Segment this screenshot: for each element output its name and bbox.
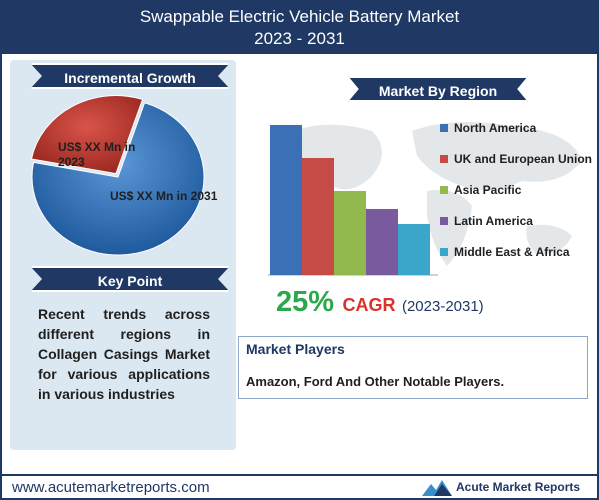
market-players-box	[238, 336, 588, 399]
pie-label-2023: US$ XX Mn in 2023	[58, 140, 136, 169]
legend-swatch	[440, 217, 448, 225]
page-header: Swappable Electric Vehicle Battery Marke…	[2, 2, 597, 54]
cagr-period: (2023-2031)	[401, 298, 484, 315]
legend-item: North America	[440, 116, 599, 140]
website-url[interactable]: www.acutemarketreports.com	[12, 479, 210, 496]
legend-label: Middle East & Africa	[454, 245, 570, 259]
market-players-title: Market Players	[246, 341, 345, 357]
cagr-label: CAGR	[342, 295, 396, 315]
pie-slice-2031	[31, 102, 205, 256]
bar-uk-and-european-union	[302, 158, 334, 275]
brand-logo: Acute Market Reports	[422, 478, 580, 496]
incremental-growth-ribbon: Incremental Growth	[30, 63, 230, 89]
page-title: Swappable Electric Vehicle Battery Marke…	[139, 7, 460, 26]
legend-label: Latin America	[454, 214, 533, 228]
legend-item: Latin America	[440, 209, 599, 233]
legend-swatch	[440, 186, 448, 194]
market-players-text: Amazon, Ford And Other Notable Players.	[246, 374, 505, 389]
page-footer: www.acutemarketreports.com Acute Market …	[2, 474, 597, 498]
key-point-ribbon: Key Point	[30, 266, 230, 292]
legend-label: North America	[454, 121, 537, 135]
legend-label: UK and European Union	[454, 152, 592, 166]
bar-asia-pacific	[334, 191, 366, 275]
legend-item: Asia Pacific	[440, 178, 599, 202]
legend-swatch	[440, 155, 448, 163]
cagr-value: 25%	[276, 286, 335, 318]
legend-item: UK and European Union	[440, 147, 599, 171]
pie-slice-2023	[30, 95, 144, 175]
legend-swatch	[440, 124, 448, 132]
legend-label: Asia Pacific	[454, 183, 522, 197]
growth-pie-chart	[30, 95, 205, 256]
bar-north-america	[270, 125, 302, 275]
mountain-logo-icon	[422, 480, 452, 496]
region-bar-chart	[268, 125, 438, 276]
cagr-summary: 25% CAGR (2023-2031)	[276, 286, 484, 319]
region-legend: North America UK and European Union Asia P…	[440, 116, 599, 271]
bar-middle-east-africa	[398, 224, 430, 275]
brand-logo-text: Acute Market Reports	[456, 480, 581, 494]
key-point-text: Recent trends across different regions i…	[38, 306, 210, 402]
market-by-region-ribbon: Market By Region	[348, 76, 528, 102]
bar-latin-america	[366, 209, 398, 275]
legend-item: Middle East & Africa	[440, 240, 599, 264]
pie-label-2031: US$ XX Mn in 2031	[110, 189, 218, 203]
page-subtitle: 2023 - 2031	[254, 29, 345, 48]
legend-swatch	[440, 248, 448, 256]
